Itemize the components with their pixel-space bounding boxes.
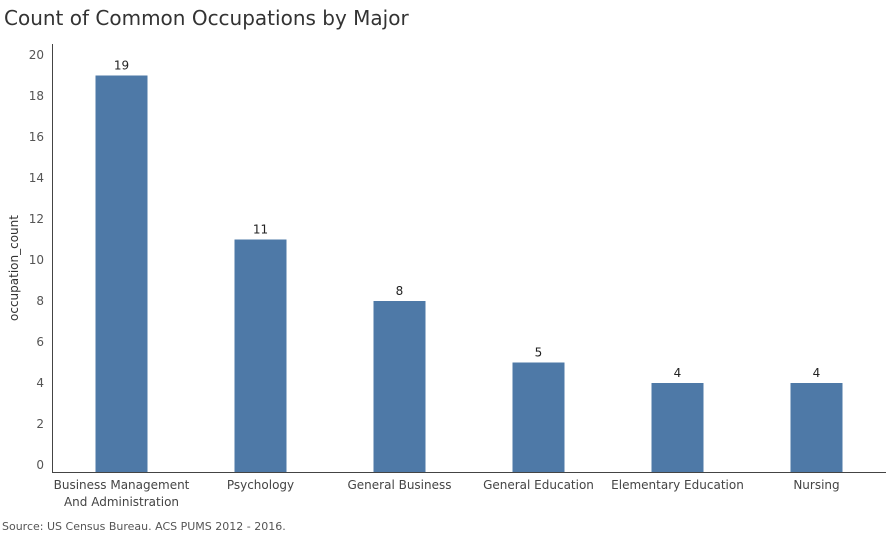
y-tick-label: 14 xyxy=(29,171,44,185)
x-tick-label: Nursing xyxy=(793,478,839,492)
bar xyxy=(651,383,704,472)
x-tick-label: Business Management xyxy=(54,478,190,492)
x-tick-label: General Business xyxy=(347,478,451,492)
chart-title: Count of Common Occupations by Major xyxy=(4,6,409,30)
data-label: 19 xyxy=(114,59,129,73)
bar xyxy=(95,75,148,472)
y-tick-label: 12 xyxy=(29,212,44,226)
y-tick-label: 4 xyxy=(36,376,44,390)
y-tick-label: 10 xyxy=(29,253,44,267)
bar xyxy=(373,301,426,472)
x-tick-label: And Administration xyxy=(64,495,179,509)
bar xyxy=(790,383,843,472)
data-label: 5 xyxy=(535,346,543,360)
data-label: 4 xyxy=(674,366,682,380)
data-label: 4 xyxy=(813,366,821,380)
y-tick-label: 18 xyxy=(29,89,44,103)
bar xyxy=(234,239,287,472)
y-tick-label: 8 xyxy=(36,294,44,308)
y-tick-label: 20 xyxy=(29,48,44,62)
y-tick-label: 0 xyxy=(36,458,44,472)
source-note: Source: US Census Bureau. ACS PUMS 2012 … xyxy=(2,520,286,533)
x-tick-label: Elementary Education xyxy=(611,478,744,492)
y-tick-label: 16 xyxy=(29,130,44,144)
y-axis-label: occupation_count xyxy=(7,215,21,321)
x-tick-label: General Education xyxy=(483,478,594,492)
data-label: 11 xyxy=(253,223,268,237)
y-tick-label: 6 xyxy=(36,335,44,349)
data-label: 8 xyxy=(396,284,404,298)
x-tick-label: Psychology xyxy=(227,478,294,492)
y-tick-label: 2 xyxy=(36,417,44,431)
bar xyxy=(512,362,565,472)
